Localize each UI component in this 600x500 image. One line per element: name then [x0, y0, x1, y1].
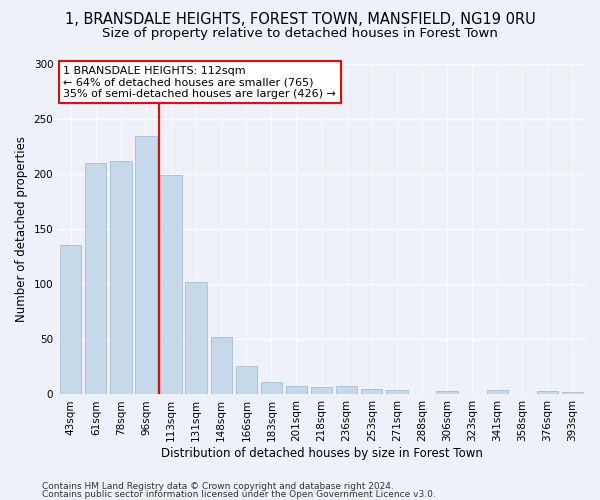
- Bar: [537, 391, 558, 394]
- Bar: [336, 386, 358, 394]
- Bar: [361, 389, 382, 394]
- Bar: [211, 337, 232, 394]
- Bar: [110, 161, 131, 394]
- Bar: [487, 390, 508, 394]
- Text: Size of property relative to detached houses in Forest Town: Size of property relative to detached ho…: [102, 28, 498, 40]
- Text: Contains public sector information licensed under the Open Government Licence v3: Contains public sector information licen…: [42, 490, 436, 499]
- Text: Contains HM Land Registry data © Crown copyright and database right 2024.: Contains HM Land Registry data © Crown c…: [42, 482, 394, 491]
- Bar: [185, 282, 207, 395]
- X-axis label: Distribution of detached houses by size in Forest Town: Distribution of detached houses by size …: [161, 447, 482, 460]
- Bar: [436, 391, 458, 394]
- Bar: [261, 382, 282, 394]
- Bar: [286, 386, 307, 394]
- Bar: [311, 386, 332, 394]
- Bar: [386, 390, 407, 394]
- Bar: [562, 392, 583, 394]
- Bar: [85, 163, 106, 394]
- Y-axis label: Number of detached properties: Number of detached properties: [15, 136, 28, 322]
- Bar: [136, 136, 157, 394]
- Bar: [236, 366, 257, 394]
- Bar: [160, 176, 182, 394]
- Text: 1 BRANSDALE HEIGHTS: 112sqm
← 64% of detached houses are smaller (765)
35% of se: 1 BRANSDALE HEIGHTS: 112sqm ← 64% of det…: [64, 66, 337, 99]
- Bar: [60, 244, 82, 394]
- Text: 1, BRANSDALE HEIGHTS, FOREST TOWN, MANSFIELD, NG19 0RU: 1, BRANSDALE HEIGHTS, FOREST TOWN, MANSF…: [65, 12, 535, 28]
